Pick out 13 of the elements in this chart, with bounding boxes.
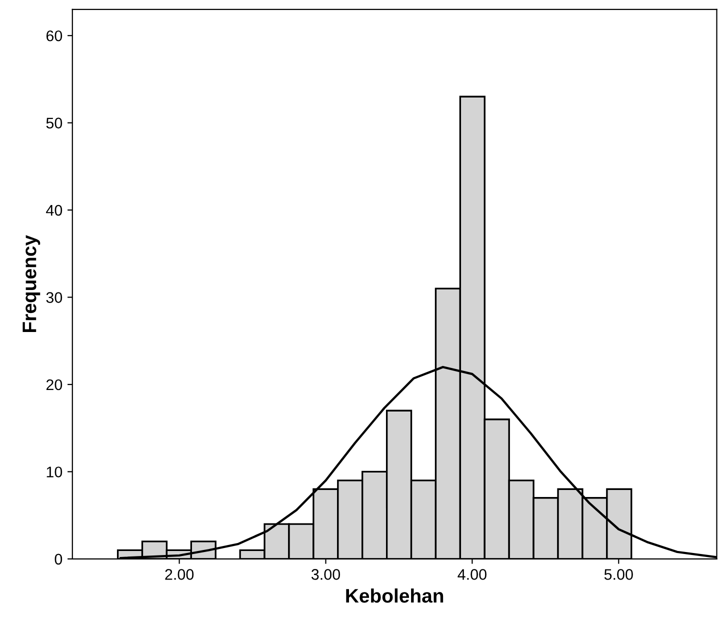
x-tick-label: 5.00 [604,569,633,580]
x-tick-label: 3.00 [311,569,340,580]
x-tick-label: 4.00 [458,569,486,580]
y-tick-label: 0 [54,554,62,565]
x-axis-title: Kebolehan [346,588,444,603]
x-tick-label: 2.00 [165,569,194,580]
y-tick-label: 10 [46,466,62,478]
y-tick-label: 60 [46,30,62,42]
y-axis-title: Frequency [22,235,40,332]
y-tick-label: 50 [46,118,62,128]
y-tick-label: 20 [46,379,62,390]
y-tick-label: 30 [46,292,62,303]
y-tick-label: 40 [46,204,62,216]
